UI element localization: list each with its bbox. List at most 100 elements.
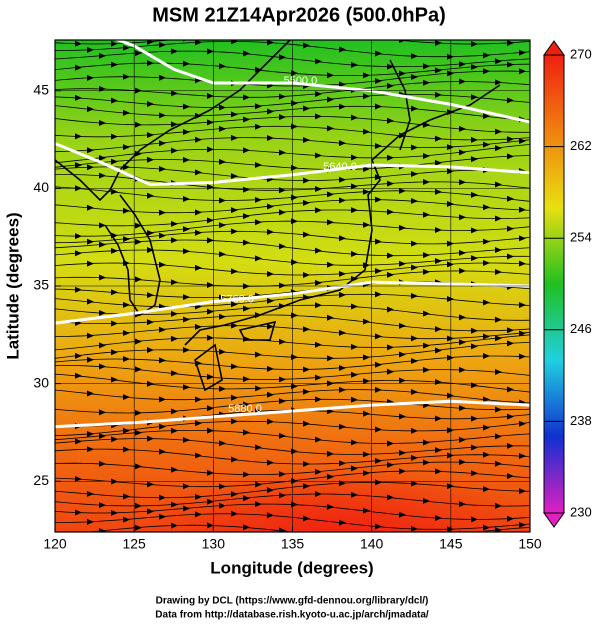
streamline-arrow bbox=[363, 378, 370, 385]
streamline-arrow bbox=[351, 250, 358, 257]
streamline bbox=[55, 209, 530, 227]
streamline-arrow bbox=[255, 312, 262, 319]
streamline-arrow bbox=[519, 488, 526, 495]
streamline-arrow bbox=[459, 214, 466, 221]
streamline-arrow bbox=[207, 373, 214, 380]
streamline-arrow bbox=[87, 332, 94, 339]
streamline-arrow bbox=[87, 260, 94, 267]
streamline-arrow bbox=[495, 268, 502, 275]
streamline-arrow bbox=[195, 452, 202, 459]
streamline-arrow bbox=[339, 103, 346, 110]
streamline bbox=[55, 364, 530, 381]
streamline-arrow bbox=[363, 166, 370, 173]
streamline-arrow bbox=[87, 490, 94, 497]
streamline-arrow bbox=[423, 497, 430, 504]
streamline-arrow bbox=[315, 247, 322, 254]
streamline-arrow bbox=[147, 246, 154, 253]
streamline-arrow bbox=[519, 137, 526, 144]
streamline-arrow bbox=[123, 394, 130, 401]
streamline-arrow bbox=[183, 294, 190, 301]
streamline-arrow bbox=[291, 29, 298, 35]
streamline-arrow bbox=[315, 207, 322, 214]
streamline-arrow bbox=[315, 468, 322, 475]
streamline-arrow bbox=[471, 40, 478, 47]
streamline-arrow bbox=[327, 31, 334, 37]
streamline-arrow bbox=[219, 197, 226, 204]
streamline-arrow bbox=[267, 512, 274, 519]
streamline-arrow bbox=[123, 207, 130, 214]
streamline-arrow bbox=[483, 396, 490, 403]
streamline-arrow bbox=[159, 232, 166, 239]
streamline-arrow bbox=[363, 188, 370, 195]
streamline-arrow bbox=[195, 323, 202, 330]
streamline-arrow bbox=[411, 525, 418, 532]
streamline-arrow bbox=[111, 349, 118, 356]
coastline bbox=[389, 59, 411, 151]
streamline-arrow bbox=[495, 527, 502, 532]
streamline-arrow bbox=[255, 481, 262, 488]
streamline-arrow bbox=[351, 534, 358, 540]
streamline-arrow bbox=[483, 238, 490, 245]
streamline-arrow bbox=[99, 363, 106, 370]
coastline bbox=[194, 343, 223, 392]
streamline-arrow bbox=[423, 342, 430, 349]
streamline-arrow bbox=[483, 333, 490, 340]
streamline-arrow bbox=[303, 199, 310, 206]
streamline-arrow bbox=[387, 154, 394, 161]
streamline-arrow bbox=[303, 366, 310, 373]
streamline-arrow bbox=[459, 61, 466, 68]
streamline-arrow bbox=[147, 60, 154, 67]
streamline-arrow bbox=[399, 468, 406, 475]
streamline-arrow bbox=[495, 145, 502, 152]
streamline-arrow bbox=[231, 111, 238, 118]
streamline-arrow bbox=[327, 503, 334, 510]
streamline bbox=[55, 144, 530, 164]
streamline-arrow bbox=[375, 291, 382, 298]
streamline-arrow bbox=[495, 406, 502, 413]
streamline-arrow bbox=[111, 247, 118, 254]
streamline-arrow bbox=[495, 335, 502, 342]
streamline-arrow bbox=[243, 213, 250, 220]
contour-label: 5640.0 bbox=[323, 161, 357, 173]
streamline-arrow bbox=[207, 48, 214, 55]
streamline-arrow bbox=[159, 513, 166, 520]
streamline bbox=[55, 186, 530, 202]
streamline-arrow bbox=[507, 153, 514, 160]
streamline-arrow bbox=[183, 483, 190, 490]
streamline-arrow bbox=[279, 209, 286, 216]
y-axis-label: Latitude (degrees) bbox=[3, 212, 22, 359]
streamline-arrow bbox=[135, 50, 142, 57]
streamline-arrow bbox=[135, 222, 142, 229]
streamline-arrow bbox=[339, 197, 346, 204]
streamline-arrow bbox=[375, 457, 382, 464]
streamline-arrow bbox=[315, 90, 322, 97]
streamline-arrow bbox=[135, 121, 142, 128]
streamline-arrow bbox=[387, 271, 394, 278]
streamline-arrow bbox=[219, 483, 226, 490]
streamline-arrow bbox=[123, 516, 130, 523]
streamline-arrow bbox=[279, 282, 286, 289]
streamline-arrow bbox=[243, 401, 250, 408]
streamline-arrow bbox=[399, 224, 406, 231]
streamline-arrow bbox=[255, 255, 262, 262]
streamline-arrow bbox=[279, 338, 286, 345]
streamline-arrow bbox=[471, 156, 478, 163]
streamline-arrow bbox=[435, 468, 442, 475]
streamline-arrow bbox=[495, 58, 502, 65]
streamline-arrow bbox=[219, 440, 226, 447]
streamline-arrow bbox=[159, 74, 166, 81]
streamline-arrow bbox=[519, 420, 526, 427]
streamline-arrow bbox=[519, 206, 526, 213]
streamline-arrow bbox=[231, 510, 238, 517]
streamline-arrow bbox=[387, 82, 394, 89]
streamline-arrow bbox=[99, 154, 106, 161]
streamline-arrow bbox=[255, 385, 262, 392]
streamline-arrow bbox=[327, 450, 334, 457]
streamline bbox=[55, 50, 530, 68]
streamline-arrow bbox=[471, 191, 478, 198]
streamline-arrow bbox=[411, 480, 418, 487]
streamline-arrow bbox=[207, 334, 214, 341]
streamline-arrow bbox=[219, 63, 226, 70]
streamline-arrow bbox=[495, 433, 502, 440]
colorbar-extend bbox=[543, 40, 565, 56]
